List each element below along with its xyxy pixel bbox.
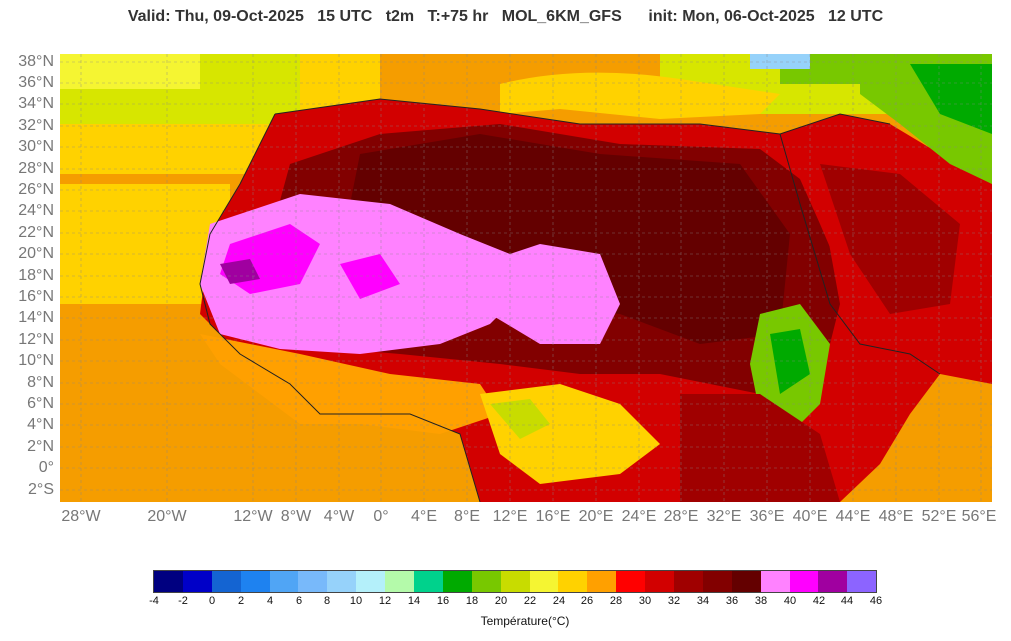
lon-label: 28°W [61, 508, 101, 525]
colorbar-swatch [414, 571, 443, 592]
lat-label: 34°N [18, 95, 54, 112]
colorbar-tick: 18 [465, 595, 479, 607]
temperature-map [60, 54, 992, 502]
colorbar-swatch [674, 571, 703, 592]
colorbar-tick: 14 [407, 595, 421, 607]
lat-label: 20°N [18, 245, 54, 262]
lon-label: 40°E [792, 508, 828, 525]
colorbar-swatch [442, 571, 472, 592]
colorbar-swatch [269, 571, 299, 592]
colorbar-swatch [731, 571, 761, 592]
temperature-field [60, 54, 992, 502]
lat-label: 0° [38, 459, 54, 476]
colorbar-tick: 46 [869, 595, 883, 607]
lat-label: 14°N [18, 309, 54, 326]
lat-label: 30°N [18, 138, 54, 155]
colorbar-swatch [211, 571, 241, 592]
colorbar-swatch [356, 571, 386, 592]
colorbar-tick: 20 [494, 595, 508, 607]
lat-label: 16°N [18, 288, 54, 305]
colorbar-swatch [154, 571, 183, 592]
colorbar-swatch [385, 571, 415, 592]
lon-label: 32°E [706, 508, 742, 525]
colorbar-tick: 2 [237, 595, 245, 607]
colorbar-tick: 32 [667, 595, 681, 607]
colorbar-swatch [529, 571, 559, 592]
lat-label: 28°N [18, 160, 54, 177]
lat-label: 18°N [18, 267, 54, 284]
colorbar-swatch [847, 571, 877, 592]
colorbar-tick: 34 [696, 595, 710, 607]
colorbar-swatch [298, 571, 328, 592]
lon-label: 52°E [921, 508, 957, 525]
lat-label: 38°N [18, 53, 54, 70]
colorbar-swatch [587, 571, 617, 592]
lon-label: 36°E [749, 508, 785, 525]
colorbar-swatch [558, 571, 588, 592]
lat-label: 10°N [18, 352, 54, 369]
lon-label: 20°W [147, 508, 187, 525]
colorbar-swatch [327, 571, 357, 592]
colorbar-swatch [645, 571, 675, 592]
colorbar-tick: 30 [638, 595, 652, 607]
colorbar-swatch [471, 571, 501, 592]
lat-label: 22°N [18, 224, 54, 241]
lon-label: 44°E [835, 508, 871, 525]
colorbar-tick: 6 [295, 595, 303, 607]
lat-label: 8°N [27, 374, 54, 391]
lat-label: 26°N [18, 181, 54, 198]
lon-label: 8°E [454, 508, 480, 525]
lat-label: 24°N [18, 202, 54, 219]
colorbar-tick: 28 [609, 595, 623, 607]
colorbar-swatch [789, 571, 819, 592]
colorbar-tick: 42 [812, 595, 826, 607]
colorbar-tick: 36 [725, 595, 739, 607]
colorbar-tick: 16 [436, 595, 450, 607]
map-title: Valid: Thu, 09-Oct-2025 15 UTC t2m T:+75… [127, 8, 884, 25]
colorbar-swatch [760, 571, 790, 592]
colorbar-tick: 10 [349, 595, 363, 607]
lon-label: 24°E [621, 508, 657, 525]
colorbar-tick: 40 [783, 595, 797, 607]
lat-label: 6°N [27, 395, 54, 412]
lon-label: 4°E [411, 508, 437, 525]
lat-label: 2°N [27, 438, 54, 455]
colorbar-tick: 0 [208, 595, 216, 607]
lon-label: 28°E [663, 508, 699, 525]
colorbar-tick: 4 [266, 595, 274, 607]
lon-label: 56°E [961, 508, 997, 525]
lon-label: 12°W [233, 508, 273, 525]
lat-label: 12°N [18, 331, 54, 348]
colorbar-tick: 22 [523, 595, 537, 607]
lat-label: 32°N [18, 117, 54, 134]
colorbar-swatch [616, 571, 646, 592]
colorbar-swatch [182, 571, 212, 592]
colorbar-tick: -2 [178, 595, 188, 607]
colorbar-tick: 44 [840, 595, 854, 607]
lon-label: 48°E [878, 508, 914, 525]
colorbar-tick: -4 [149, 595, 159, 607]
lon-label: 16°E [535, 508, 571, 525]
lon-label: 12°E [492, 508, 528, 525]
lon-label: 4°W [323, 508, 355, 525]
lat-label: 2°S [28, 481, 54, 498]
lon-label: 8°W [280, 508, 312, 525]
colorbar-tick: 24 [552, 595, 566, 607]
colorbar-swatch [818, 571, 848, 592]
colorbar-tick: 38 [754, 595, 768, 607]
colorbar-tick: 8 [323, 595, 331, 607]
lon-label: 20°E [578, 508, 614, 525]
colorbar-tick: 12 [378, 595, 392, 607]
colorbar-swatch [240, 571, 270, 592]
colorbar-title: Température(°C) [480, 614, 570, 628]
colorbar-tick: 26 [580, 595, 594, 607]
lon-label: 0° [373, 508, 389, 525]
colorbar-swatch [500, 571, 530, 592]
colorbar-swatch [702, 571, 732, 592]
colorbar [153, 570, 878, 593]
lat-label: 36°N [18, 74, 54, 91]
lat-label: 4°N [27, 416, 54, 433]
